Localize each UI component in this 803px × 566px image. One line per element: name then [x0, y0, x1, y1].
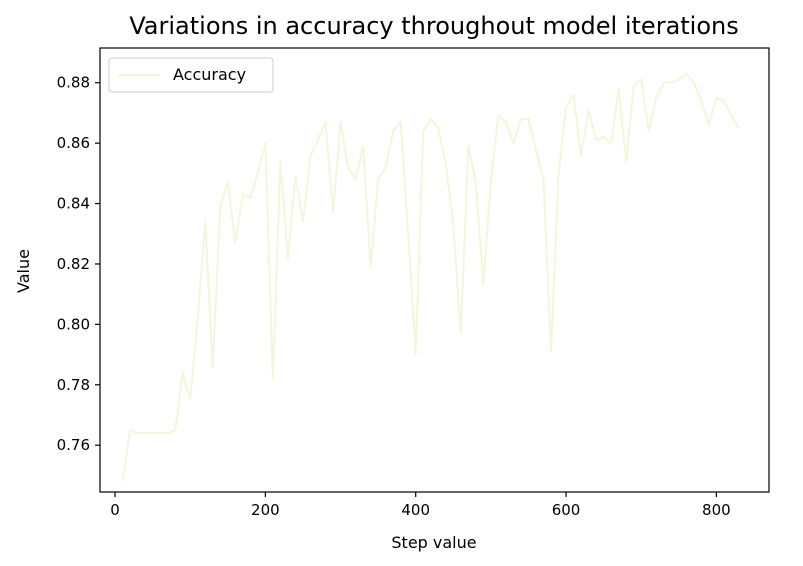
- y-tick-label: 0.88: [57, 74, 90, 92]
- y-tick-label: 0.82: [57, 255, 90, 273]
- y-tick-label: 0.80: [57, 315, 90, 333]
- x-tick-label: 200: [251, 501, 280, 519]
- y-tick-label: 0.84: [57, 195, 90, 213]
- x-tick-label: 400: [401, 501, 430, 519]
- x-tick-label: 600: [552, 501, 581, 519]
- x-axis-label: Step value: [391, 533, 476, 552]
- chart-title: Variations in accuracy throughout model …: [129, 12, 739, 40]
- y-tick-label: 0.86: [57, 134, 90, 152]
- y-tick-label: 0.78: [57, 376, 90, 394]
- legend-label-accuracy: Accuracy: [173, 65, 246, 84]
- x-tick-label: 800: [702, 501, 731, 519]
- y-tick-label: 0.76: [57, 436, 90, 454]
- y-axis-label: Value: [14, 249, 33, 293]
- x-tick-label: 0: [110, 501, 120, 519]
